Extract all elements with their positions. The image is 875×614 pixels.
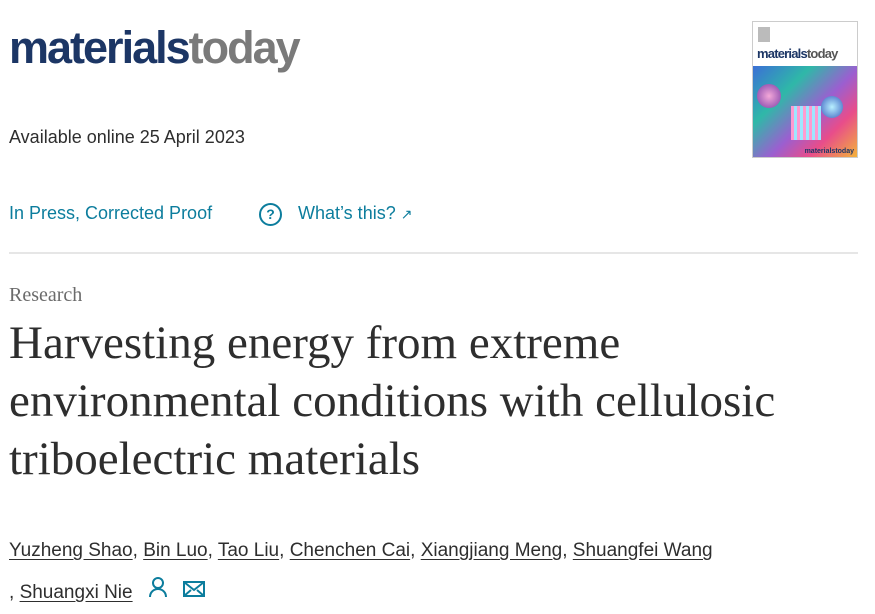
article-type: Research bbox=[9, 284, 83, 306]
journal-cover-image[interactable]: materialstoday materialstoday bbox=[752, 21, 858, 158]
available-online-date: Available online 25 April 2023 bbox=[9, 127, 245, 147]
divider bbox=[9, 252, 858, 254]
author-link[interactable]: Bin Luo bbox=[143, 540, 208, 561]
author-link[interactable]: Tao Liu bbox=[217, 540, 280, 561]
author-link[interactable]: Yuzheng Shao bbox=[9, 540, 133, 561]
question-circle-icon[interactable]: ? bbox=[259, 203, 282, 226]
cover-title: materialstoday bbox=[757, 46, 838, 61]
arrow-up-right-icon: ↗ bbox=[400, 206, 413, 222]
author-link[interactable]: Xiangjiang Meng bbox=[420, 540, 563, 561]
person-icon[interactable] bbox=[148, 572, 168, 614]
whats-this-link[interactable]: What’s this? ↗ bbox=[298, 203, 413, 223]
in-press-status: In Press, Corrected Proof bbox=[9, 203, 213, 223]
author-link[interactable]: Shuangxi Nie bbox=[19, 582, 133, 604]
author-link[interactable]: Shuangfei Wang bbox=[572, 540, 713, 561]
journal-logo[interactable]: materialstoday bbox=[9, 22, 301, 73]
cover-artwork: materialstoday bbox=[753, 66, 857, 157]
author-link[interactable]: Chenchen Cai bbox=[289, 540, 411, 561]
author-list: Yuzheng Shao, Bin Luo, Tao Liu, Chenchen… bbox=[9, 530, 864, 614]
elsevier-logo bbox=[758, 27, 770, 42]
article-title: Harvesting energy from extreme environme… bbox=[9, 317, 776, 485]
envelope-icon[interactable] bbox=[183, 572, 206, 614]
